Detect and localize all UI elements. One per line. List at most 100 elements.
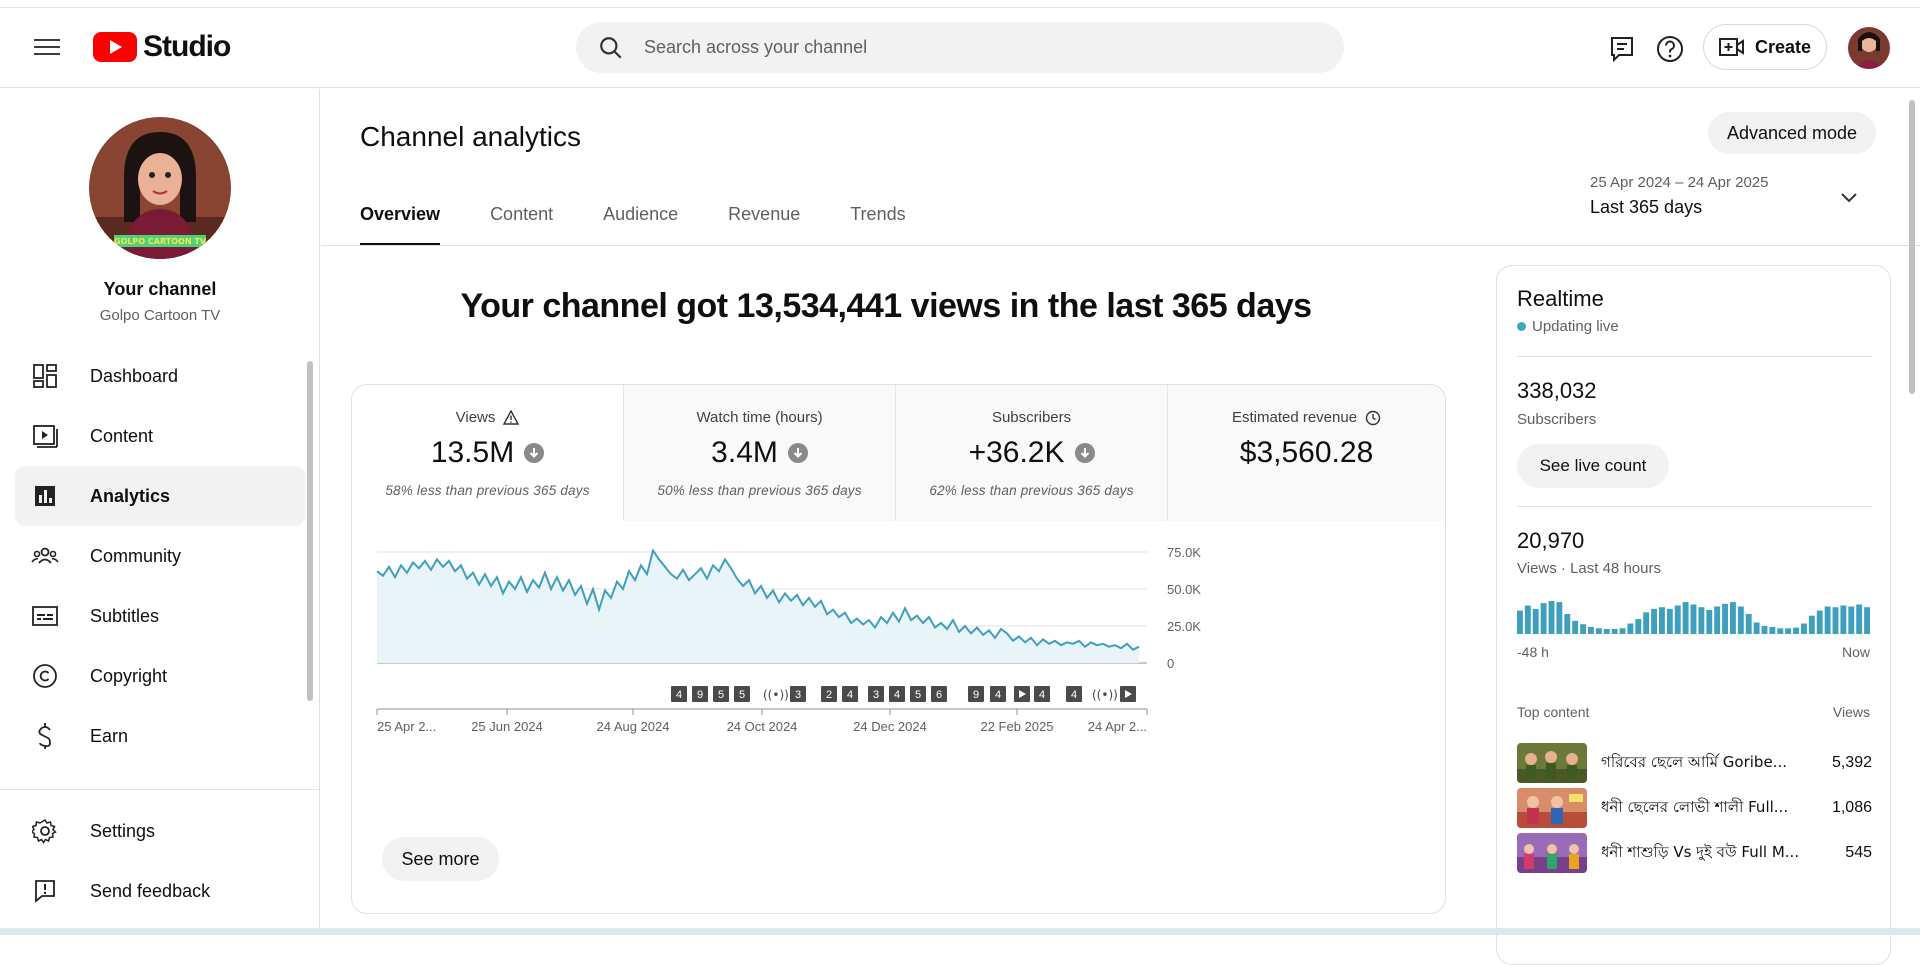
metric-label: Views	[455, 409, 496, 426]
marker-label: 4	[676, 689, 682, 701]
realtime-bar	[1785, 628, 1792, 634]
y-tick-label: 25.0K	[1167, 619, 1201, 634]
sidebar-item-subtitles[interactable]: Subtitles	[15, 586, 305, 646]
realtime-bar	[1816, 610, 1823, 634]
realtime-bar	[1588, 626, 1594, 634]
metric-views[interactable]: Views 13.5M 58% less than previous 365 d…	[352, 385, 625, 521]
metric-label: Subscribers	[991, 409, 1072, 426]
sidebar-item-community[interactable]: Community	[15, 526, 305, 586]
metric-value: $3,560.28	[1239, 436, 1374, 469]
help-icon[interactable]	[1654, 33, 1686, 65]
tab-overview[interactable]: Overview	[360, 204, 441, 246]
chart-area	[377, 550, 1139, 663]
sidebar: GOLPO CARTOON TV Your channel Golpo Cart…	[0, 89, 320, 935]
see-more-button[interactable]: See more	[382, 837, 499, 881]
search-input[interactable]	[644, 37, 1294, 58]
account-avatar[interactable]	[1848, 27, 1890, 69]
content-icon	[31, 422, 59, 450]
see-live-count-button[interactable]: See live count	[1517, 444, 1669, 488]
metric-value: 3.4M	[711, 436, 778, 469]
metric-revenue[interactable]: Estimated revenue $3,560.28	[1168, 385, 1445, 521]
marker-label: 5	[718, 689, 724, 701]
marker-label: 9	[697, 689, 703, 701]
feedback-message-icon[interactable]	[1606, 33, 1638, 65]
channel-avatar[interactable]: GOLPO CARTOON TV	[89, 117, 231, 259]
realtime-bar	[1706, 609, 1713, 634]
marker-badge	[889, 686, 905, 702]
marker-badge	[790, 686, 806, 702]
channel-name: Golpo Cartoon TV	[99, 307, 221, 324]
x-tick-label: 24 Apr 2...	[1088, 719, 1147, 734]
realtime-bar	[1517, 610, 1523, 634]
realtime-card: Realtime Updating live 338,032 Subscribe…	[1496, 265, 1891, 965]
tab-trends[interactable]: Trends	[850, 204, 906, 224]
menu-icon[interactable]	[30, 34, 64, 62]
arrow-down-icon	[1074, 443, 1095, 463]
date-range-picker[interactable]: 25 Apr 2024 – 24 Apr 2025 Last 365 days	[1590, 174, 1880, 230]
realtime-bar	[1793, 627, 1799, 634]
sidebar-item-label: Send feedback	[90, 880, 211, 901]
sidebar-item-content[interactable]: Content	[15, 406, 305, 466]
create-button[interactable]: Create	[1703, 24, 1827, 70]
analytics-icon	[31, 482, 59, 510]
realtime-bar	[1769, 626, 1776, 634]
realtime-bar	[1540, 603, 1547, 634]
date-range-label: Last 365 days	[1590, 197, 1703, 217]
top-content-item[interactable]: ধনী ছেলের লোভী শালী Full... 1,086	[1517, 787, 1872, 829]
realtime-bar	[1635, 619, 1642, 634]
realtime-bar	[1572, 620, 1579, 634]
metric-tabs: Views 13.5M 58% less than previous 365 d…	[352, 385, 1445, 521]
views-chart[interactable]: 75.0K 50.0K 25.0K 0 4 9 5 5 ((•)) 3 2 4 3 4 5 6 9 4 4 4 ((•)…	[352, 521, 1446, 821]
x-tick-label: 25 Apr 2...	[377, 719, 436, 734]
subtitles-icon	[31, 602, 59, 630]
clock-icon[interactable]	[1365, 410, 1381, 426]
marker-label: 4	[1071, 689, 1077, 701]
search-bar[interactable]	[576, 22, 1344, 73]
marker-badge	[713, 686, 729, 702]
top-content-views: 5,392	[1831, 754, 1872, 771]
realtime-bar	[1682, 602, 1689, 634]
realtime-bar	[1603, 628, 1610, 634]
x-tick-label: 24 Aug 2024	[596, 719, 669, 734]
marker-label: 4	[847, 689, 853, 701]
tab-content[interactable]: Content	[490, 204, 554, 224]
y-tick-label: 0	[1167, 656, 1174, 671]
sidebar-item-label: Content	[90, 425, 154, 446]
sidebar-item-earn[interactable]: Earn	[15, 706, 305, 766]
tab-revenue[interactable]: Revenue	[728, 204, 801, 224]
realtime-bar	[1659, 607, 1665, 634]
sidebar-item-copyright[interactable]: Copyright	[15, 646, 305, 706]
metric-watch-time[interactable]: Watch time (hours) 3.4M 50% less than pr…	[624, 385, 897, 521]
metric-subscribers[interactable]: Subscribers +36.2K 62% less than previou…	[896, 385, 1169, 521]
metric-comparison: 50% less than previous 365 days	[657, 483, 862, 498]
sidebar-item-label: Settings	[90, 820, 156, 841]
realtime-bar	[1761, 625, 1768, 634]
marker-badge	[821, 686, 837, 702]
video-thumbnail	[1517, 788, 1587, 828]
studio-logo[interactable]: Studio	[93, 30, 231, 64]
sidebar-item-settings[interactable]: Settings	[15, 801, 305, 861]
tab-audience[interactable]: Audience	[603, 204, 679, 224]
top-header: Studio Create	[0, 8, 1920, 88]
live-dot-icon	[1517, 322, 1526, 331]
sidebar-item-label: Earn	[90, 725, 129, 746]
dashboard-icon	[31, 362, 59, 390]
top-content-item[interactable]: গরিবের ছেলে আর্মি Goribe... 5,392	[1517, 742, 1872, 784]
sidebar-scrollbar[interactable]	[307, 361, 313, 701]
realtime-bar	[1627, 623, 1634, 634]
sidebar-item-send-feedback[interactable]: Send feedback	[15, 861, 305, 921]
x-tick-label: 22 Feb 2025	[980, 719, 1053, 734]
arrow-down-icon	[524, 443, 545, 463]
realtime-bar-chart[interactable]	[1517, 594, 1872, 634]
warning-icon[interactable]	[503, 410, 520, 425]
top-content-item[interactable]: ধনী শাশুড়ি Vs দুই বউ Full M... 545	[1517, 832, 1872, 874]
advanced-mode-button[interactable]: Advanced mode	[1708, 112, 1876, 154]
realtime-bar	[1832, 607, 1839, 634]
sidebar-item-label: Analytics	[90, 485, 171, 506]
views-headline: Your channel got 13,534,441 views in the…	[460, 287, 1312, 325]
sidebar-item-analytics[interactable]: Analytics	[15, 466, 305, 526]
sidebar-item-dashboard[interactable]: Dashboard	[15, 346, 305, 406]
marker-label: 5	[915, 689, 921, 701]
main-scrollbar[interactable]	[1909, 100, 1915, 394]
marker-badge	[910, 686, 926, 702]
